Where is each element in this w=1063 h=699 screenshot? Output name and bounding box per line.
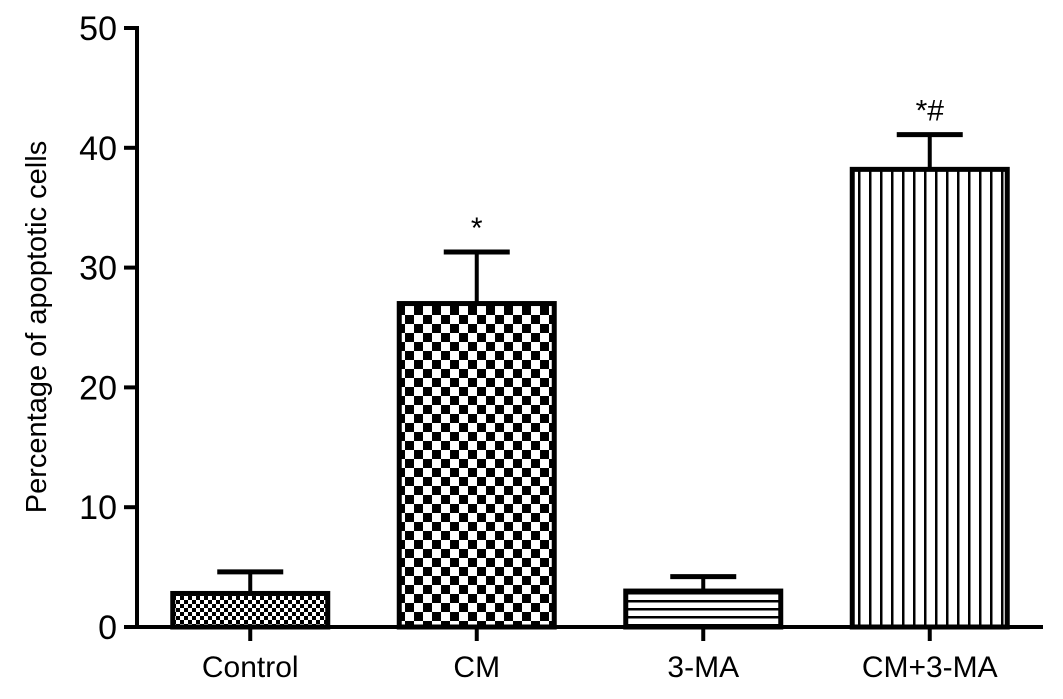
bar-cm xyxy=(396,301,557,630)
x-tick-label: Control xyxy=(202,651,299,684)
y-tick-label: 10 xyxy=(79,489,117,527)
significance-label: * xyxy=(471,212,483,245)
y-tick-label: 40 xyxy=(79,130,117,168)
x-tick-label: CM xyxy=(453,651,500,684)
y-axis-title: Percentage of apoptotic cells xyxy=(21,141,53,513)
x-tick-label: CM+3-MA xyxy=(862,651,998,684)
y-tick-label: 20 xyxy=(79,369,117,407)
bar-cm-3-ma xyxy=(849,166,1010,630)
error-bars xyxy=(217,132,963,594)
y-tick-label: 50 xyxy=(79,10,117,48)
bar-control xyxy=(170,590,331,630)
y-tick-label: 30 xyxy=(79,250,117,288)
y-axis: 0 10 20 30 40 50 xyxy=(79,10,139,647)
y-tick-label: 0 xyxy=(98,609,117,647)
bar-3-ma xyxy=(623,588,784,630)
x-tick-label: 3-MA xyxy=(667,651,739,684)
labels: Control CM * 3-MA CM+3-MA *# xyxy=(202,95,998,684)
significance-label: *# xyxy=(916,95,945,128)
bars xyxy=(170,166,1010,630)
